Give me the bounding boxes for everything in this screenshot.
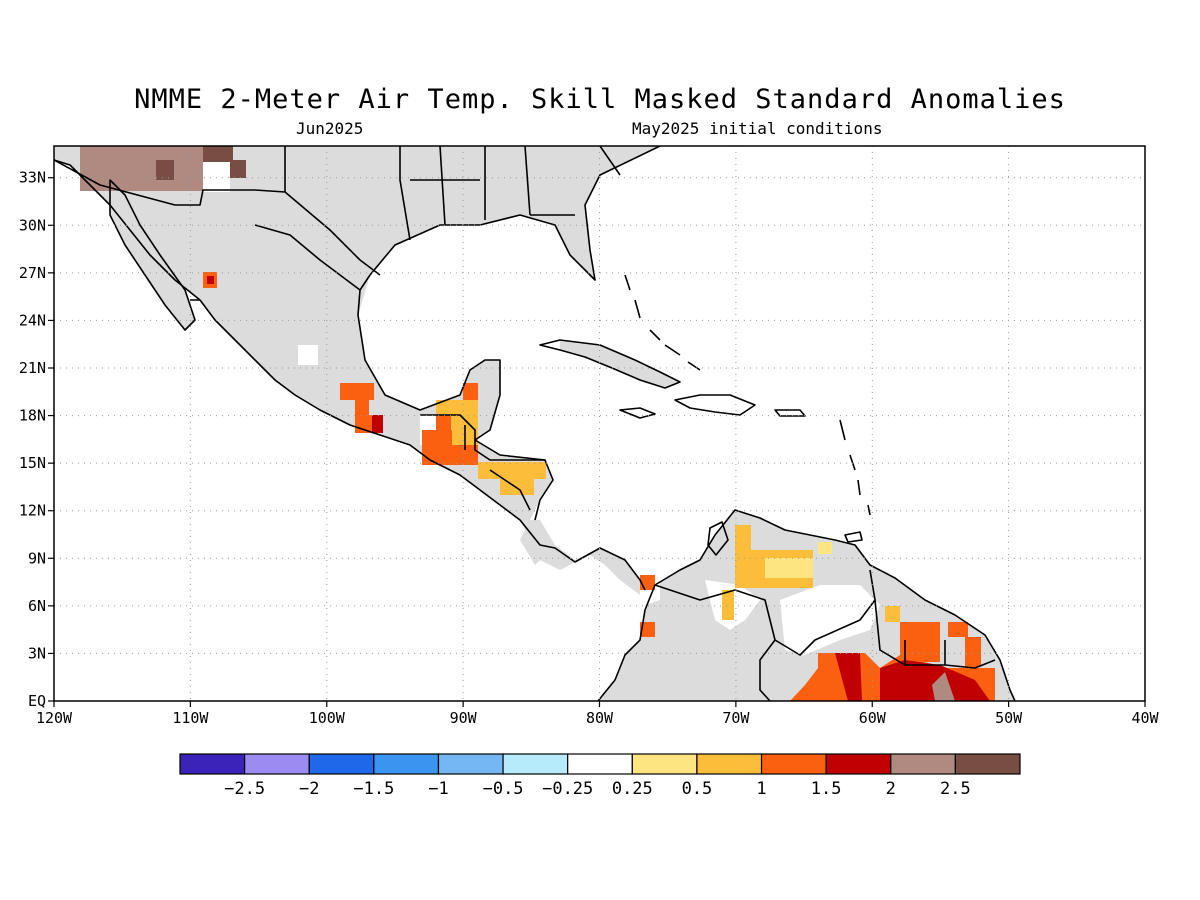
x-tick-label: 70W [722, 709, 750, 727]
colorbar-label: −0.25 [542, 779, 593, 799]
initial-conditions: May2025 initial conditions [632, 119, 883, 138]
y-tick-label: 9N [28, 549, 46, 567]
map-plot-area [54, 146, 1145, 701]
colorbar-swatch [502, 753, 569, 775]
y-tick-label: 6N [28, 597, 46, 615]
y-tick-label: EQ [28, 692, 46, 710]
colorbar-label: 0.25 [612, 779, 653, 799]
colorbar-swatch [308, 753, 375, 775]
y-tick-label: 12N [19, 502, 46, 520]
colorbar-label: 2 [886, 779, 896, 799]
x-tick-label: 120W [36, 709, 73, 727]
colorbar-swatch [696, 753, 763, 775]
colorbar-swatch [437, 753, 504, 775]
y-tick-label: 3N [28, 644, 46, 662]
x-axis: 120W 110W 100W 90W 80W 70W 60W 50W 40W [36, 701, 1160, 727]
x-tick-label: 100W [309, 709, 346, 727]
near-zero-areas [298, 345, 880, 655]
colorbar-label: −2 [299, 779, 319, 799]
colorbar-label: −1 [428, 779, 448, 799]
anomaly-patches [80, 146, 995, 701]
colorbar-label: −0.5 [483, 779, 524, 799]
colorbar-swatch [954, 753, 1021, 775]
colorbar-label: −2.5 [224, 779, 265, 799]
y-tick-label: 21N [19, 359, 46, 377]
y-tick-label: 33N [19, 169, 46, 187]
y-axis: EQ 3N 6N 9N 12N 15N 18N 21N 24N 27N 30N 33N [19, 169, 54, 710]
x-tick-label: 40W [1131, 709, 1159, 727]
colorbar-swatch [179, 753, 246, 775]
x-tick-label: 90W [450, 709, 478, 727]
y-tick-label: 15N [19, 454, 46, 472]
y-tick-label: 18N [19, 407, 46, 425]
colorbar-label: 1 [756, 779, 766, 799]
x-tick-label: 110W [172, 709, 209, 727]
colorbar-label: −1.5 [353, 779, 394, 799]
colorbar-label: 1.5 [811, 779, 842, 799]
y-tick-label: 30N [19, 216, 46, 234]
colorbar: −2.5 −2 −1.5 −1 −0.5 −0.25 0.25 0.5 1 1.5 2 2.5 [179, 753, 1021, 799]
colorbar-swatch [567, 753, 633, 775]
colorbar-swatch [825, 753, 892, 775]
y-tick-label: 24N [19, 311, 46, 329]
x-tick-label: 50W [995, 709, 1023, 727]
x-tick-label: 80W [586, 709, 614, 727]
map-title: NMME 2-Meter Air Temp. Skill Masked Stan… [134, 84, 1066, 115]
colorbar-swatch [890, 753, 956, 775]
colorbar-swatch [244, 753, 310, 775]
y-tick-label: 27N [19, 264, 46, 282]
colorbar-swatch [760, 753, 827, 775]
x-tick-label: 60W [859, 709, 887, 727]
colorbar-swatch [373, 753, 440, 775]
colorbar-label: 2.5 [940, 779, 971, 799]
colorbar-swatch [631, 753, 698, 775]
colorbar-label: 0.5 [682, 779, 713, 799]
grid-lines [54, 146, 1145, 701]
target-month: Jun2025 [296, 119, 364, 138]
coastlines [54, 146, 1016, 701]
